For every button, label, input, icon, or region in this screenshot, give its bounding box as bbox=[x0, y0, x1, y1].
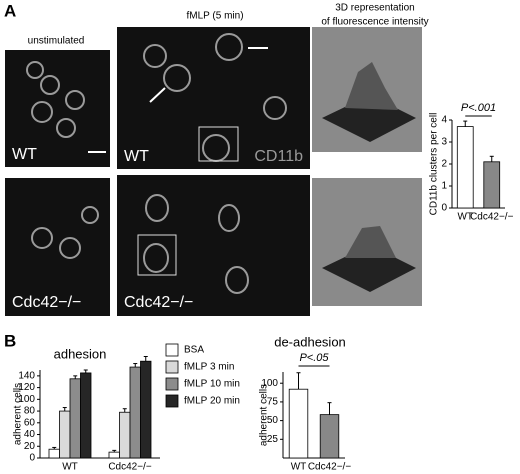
y-tick-label: 0 bbox=[29, 453, 35, 464]
bar bbox=[48, 448, 60, 459]
bar bbox=[108, 451, 120, 459]
y-tick-label: 0 bbox=[441, 203, 447, 214]
y-tick-label: 2 bbox=[441, 159, 447, 170]
x-tick-label: WT bbox=[457, 212, 473, 223]
chart-title: de-adhesion bbox=[274, 334, 346, 349]
x-tick-label: Cdc42−/− bbox=[308, 462, 352, 473]
annotation: P<.05 bbox=[299, 352, 329, 364]
x-tick-label: Cdc42−/− bbox=[470, 212, 514, 223]
panel-label: B bbox=[4, 331, 16, 350]
y-tick-label: 80 bbox=[24, 406, 36, 417]
image-caption: of fluorescence intensity bbox=[321, 17, 428, 28]
y-tick-label: 120 bbox=[18, 382, 35, 393]
y-tick-label: 75 bbox=[267, 397, 279, 408]
bar bbox=[119, 411, 131, 459]
legend-label: fMLP 3 min bbox=[184, 362, 234, 373]
y-tick-label: 100 bbox=[261, 378, 278, 389]
micrographs bbox=[5, 27, 422, 316]
image-label: Cdc42−/− bbox=[12, 294, 81, 311]
bar bbox=[140, 360, 152, 459]
y-tick-label: 140 bbox=[18, 371, 35, 382]
legend-swatch bbox=[165, 343, 179, 357]
bar bbox=[80, 372, 92, 459]
bar bbox=[319, 414, 340, 459]
image-caption: unstimulated bbox=[28, 36, 85, 47]
panel-label: A bbox=[4, 1, 16, 20]
y-tick-label: 3 bbox=[441, 137, 447, 148]
y-tick-label: 50 bbox=[267, 415, 279, 426]
image-stain: CD11b bbox=[254, 148, 303, 165]
y-tick-label: 1 bbox=[441, 181, 447, 192]
legend-label: BSA bbox=[184, 345, 204, 356]
y-tick-label: 25 bbox=[267, 434, 279, 445]
y-tick-label: 4 bbox=[441, 115, 447, 126]
annotation: P<.001 bbox=[461, 102, 496, 114]
y-axis-label: adherent cells bbox=[259, 384, 270, 446]
chart-title: adhesion bbox=[54, 346, 107, 361]
image-caption: fMLP (5 min) bbox=[186, 11, 243, 22]
y-axis-label: CD11b clusters per cell bbox=[429, 113, 440, 216]
y-tick-label: 60 bbox=[24, 417, 36, 428]
x-tick-label: WT bbox=[291, 462, 307, 473]
x-tick-label: WT bbox=[62, 462, 78, 473]
image-label: Cdc42−/− bbox=[124, 294, 193, 311]
bar bbox=[288, 388, 309, 459]
legend-swatch bbox=[165, 394, 179, 408]
bar bbox=[129, 366, 141, 459]
y-axis-label: adherent cells bbox=[13, 383, 24, 445]
legend-swatch bbox=[165, 377, 179, 391]
image-label: WT bbox=[12, 146, 37, 163]
bar bbox=[456, 126, 474, 209]
y-tick-label: 40 bbox=[24, 429, 36, 440]
legend-label: fMLP 10 min bbox=[184, 379, 240, 390]
bar bbox=[69, 378, 81, 459]
legend-label: fMLP 20 min bbox=[184, 396, 240, 407]
x-tick-label: Cdc42−/− bbox=[108, 462, 152, 473]
bar bbox=[59, 410, 71, 459]
image-label: WT bbox=[124, 148, 149, 165]
legend-swatch bbox=[165, 360, 179, 374]
image-caption: 3D representation bbox=[335, 3, 415, 14]
y-tick-label: 100 bbox=[18, 394, 35, 405]
y-tick-label: 20 bbox=[24, 441, 36, 452]
bar bbox=[483, 161, 501, 209]
